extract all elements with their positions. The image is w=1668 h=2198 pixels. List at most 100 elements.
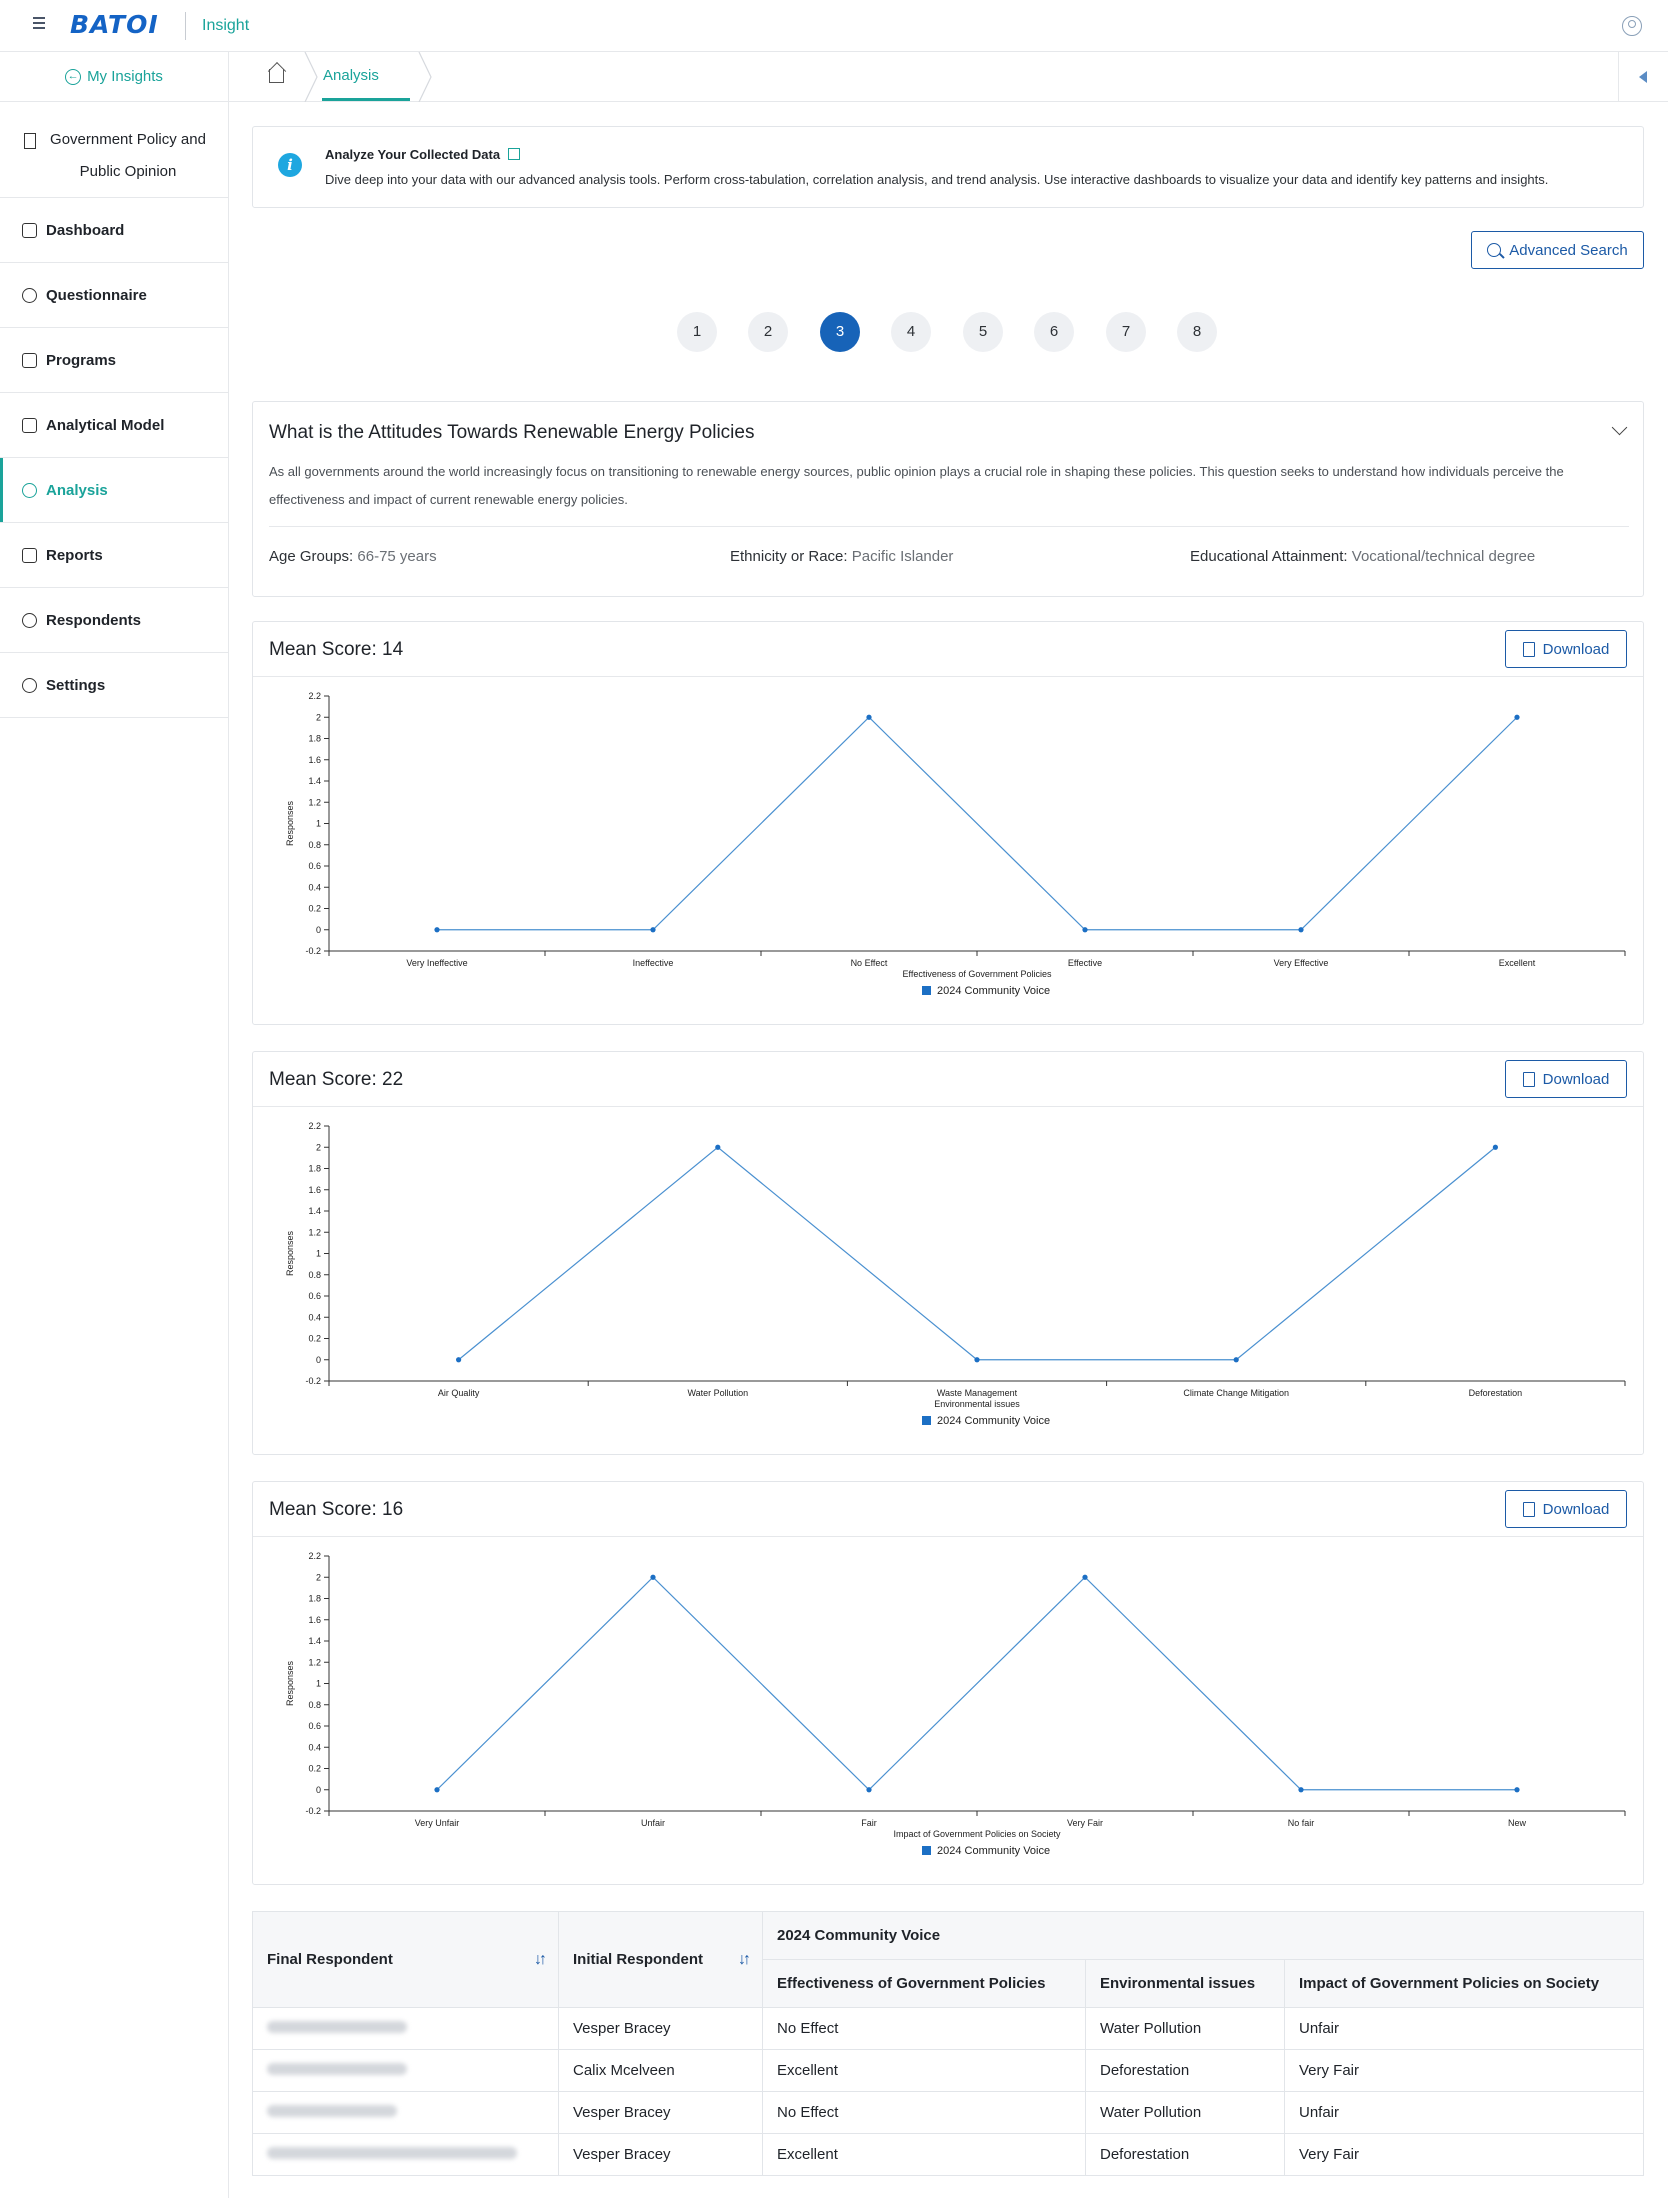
table-row[interactable]: Vesper Bracey Excellent Deforestation Ve… [252,2133,1644,2176]
breadcrumb-separator-icon [418,52,432,102]
y-tick-label: 1.2 [308,1227,321,1237]
y-tick-label: 2.2 [308,1121,321,1131]
table-cell: No Effect [762,2091,1086,2134]
y-tick-label: 2 [316,1572,321,1582]
table-row[interactable]: Calix Mcelveen Excellent Deforestation V… [252,2049,1644,2092]
data-point [1298,927,1304,933]
model-icon [22,417,37,433]
chart-card: Mean Score: 16 Download -0.2 0 0.2 0.4 0.6 0.… [252,1481,1644,1885]
page-button-4[interactable]: 4 [891,312,931,352]
external-link-icon[interactable] [508,148,521,160]
brand-logo[interactable]: BATOI [70,10,159,39]
page-button-2[interactable]: 2 [748,312,788,352]
redacted-name [267,2147,517,2159]
data-point [974,1357,980,1363]
download-button[interactable]: Download [1505,630,1627,668]
sidebar-item-programs[interactable]: Programs [0,328,228,393]
data-point [1514,1787,1520,1793]
x-tick-label: Air Quality [438,1388,480,1398]
search-icon [1487,243,1502,257]
x-tick-label: Deforestation [1469,1388,1523,1398]
y-tick-label: -0.2 [305,1806,321,1816]
sidebar-item-settings[interactable]: Settings [0,653,228,718]
x-tick-label: No fair [1288,1818,1315,1828]
column-header-final-respondent[interactable]: Final Respondent ↓↑ [252,1911,559,2008]
y-tick-label: 1.8 [308,734,321,744]
data-point [650,1574,656,1580]
sort-icon[interactable]: ↓↑ [534,1950,547,1968]
column-header: Effectiveness of Government Policies [762,1959,1086,2008]
y-tick-label: 0 [316,925,321,935]
y-tick-label: 1.4 [308,776,321,786]
filter-label: Age Groups: [269,548,354,565]
download-button[interactable]: Download [1505,1060,1627,1098]
table-cell: Vesper Bracey [558,2133,763,2176]
download-button[interactable]: Download [1505,1490,1627,1528]
page-button-5[interactable]: 5 [963,312,1003,352]
y-tick-label: 1.4 [308,1206,321,1216]
info-title: Analyze Your Collected Data [325,147,521,162]
advanced-search-button[interactable]: Advanced Search [1471,231,1644,269]
sidebar-item-reports[interactable]: Reports [0,523,228,588]
back-arrow-icon: ← [65,68,82,85]
document-icon [1522,641,1535,657]
y-tick-label: 1.2 [308,797,321,807]
data-point [1492,1144,1498,1150]
line-chart: -0.2 0 0.2 0.4 0.6 0.8 1 1.2 1.4 1.6 1.8 2 2.2 Respon… [285,1121,1626,1427]
page-button-1[interactable]: 1 [677,312,717,352]
download-label: Download [1542,1500,1610,1518]
table-cell: Vesper Bracey [558,2007,763,2050]
divider [253,676,1643,677]
divider [253,1536,1643,1537]
page-button-8[interactable]: 8 [1177,312,1217,352]
column-header-initial-respondent[interactable]: Initial Respondent ↓↑ [558,1911,763,2008]
data-point [1298,1787,1304,1793]
legend-swatch [922,986,931,995]
building-icon [24,133,36,149]
x-tick-label: Excellent [1499,958,1536,968]
sidebar: ← My Insights Government Policy and Publ… [0,52,229,2198]
y-tick-label: 2.2 [308,1551,321,1561]
table-row[interactable]: Vesper Bracey No Effect Water Pollution … [252,2091,1644,2134]
x-tick-label: Water Pollution [687,1388,748,1398]
column-header-label: Initial Respondent [573,1950,704,1968]
page-button-7[interactable]: 7 [1106,312,1146,352]
collapse-panel-button[interactable] [1618,52,1668,102]
gear-icon [22,677,37,693]
breadcrumb-separator-icon [304,52,318,102]
users-icon [22,612,37,628]
y-tick-label: 1.8 [308,1594,321,1604]
y-tick-label: 1.6 [308,1615,321,1625]
y-tick-label: 1.6 [308,755,321,765]
question-description: As all governments around the world incr… [269,464,1564,507]
redacted-name [267,2021,407,2033]
sidebar-item-analysis[interactable]: Analysis [0,458,228,523]
y-tick-label: 0.8 [308,840,321,850]
sidebar-item-dashboard[interactable]: Dashboard [0,198,228,263]
column-header: Impact of Government Policies on Society [1284,1959,1644,2008]
page-button-6[interactable]: 6 [1034,312,1074,352]
y-axis-label: Responses [285,800,295,846]
question-title: What is the Attitudes Towards Renewable … [269,422,755,443]
home-icon[interactable] [269,69,284,83]
breadcrumb-analysis[interactable]: Analysis [323,67,379,84]
sidebar-item-questionnaire[interactable]: Questionnaire [0,263,228,328]
chevron-down-icon[interactable] [1611,419,1628,436]
advanced-search-label: Advanced Search [1509,241,1628,259]
my-insights-link[interactable]: ← My Insights [0,52,228,102]
y-tick-label: 0.2 [308,904,321,914]
y-tick-label: 1 [316,1679,321,1689]
sidebar-item-analytical-model[interactable]: Analytical Model [0,393,228,458]
y-tick-label: 1.6 [308,1185,321,1195]
sort-icon[interactable]: ↓↑ [738,1950,751,1968]
project-name: Government Policy and Public Opinion [0,102,228,198]
sidebar-item-respondents[interactable]: Respondents [0,588,228,653]
x-tick-label: Unfair [641,1818,665,1828]
page-button-3[interactable]: 3 [820,312,860,352]
user-avatar-icon[interactable] [1622,16,1642,36]
x-tick-label: Very Ineffective [406,958,467,968]
table-row[interactable]: Vesper Bracey No Effect Water Pollution … [252,2007,1644,2050]
series-line [458,1146,1496,1361]
x-tick-label: Fair [861,1818,877,1828]
menu-icon[interactable] [33,17,47,31]
